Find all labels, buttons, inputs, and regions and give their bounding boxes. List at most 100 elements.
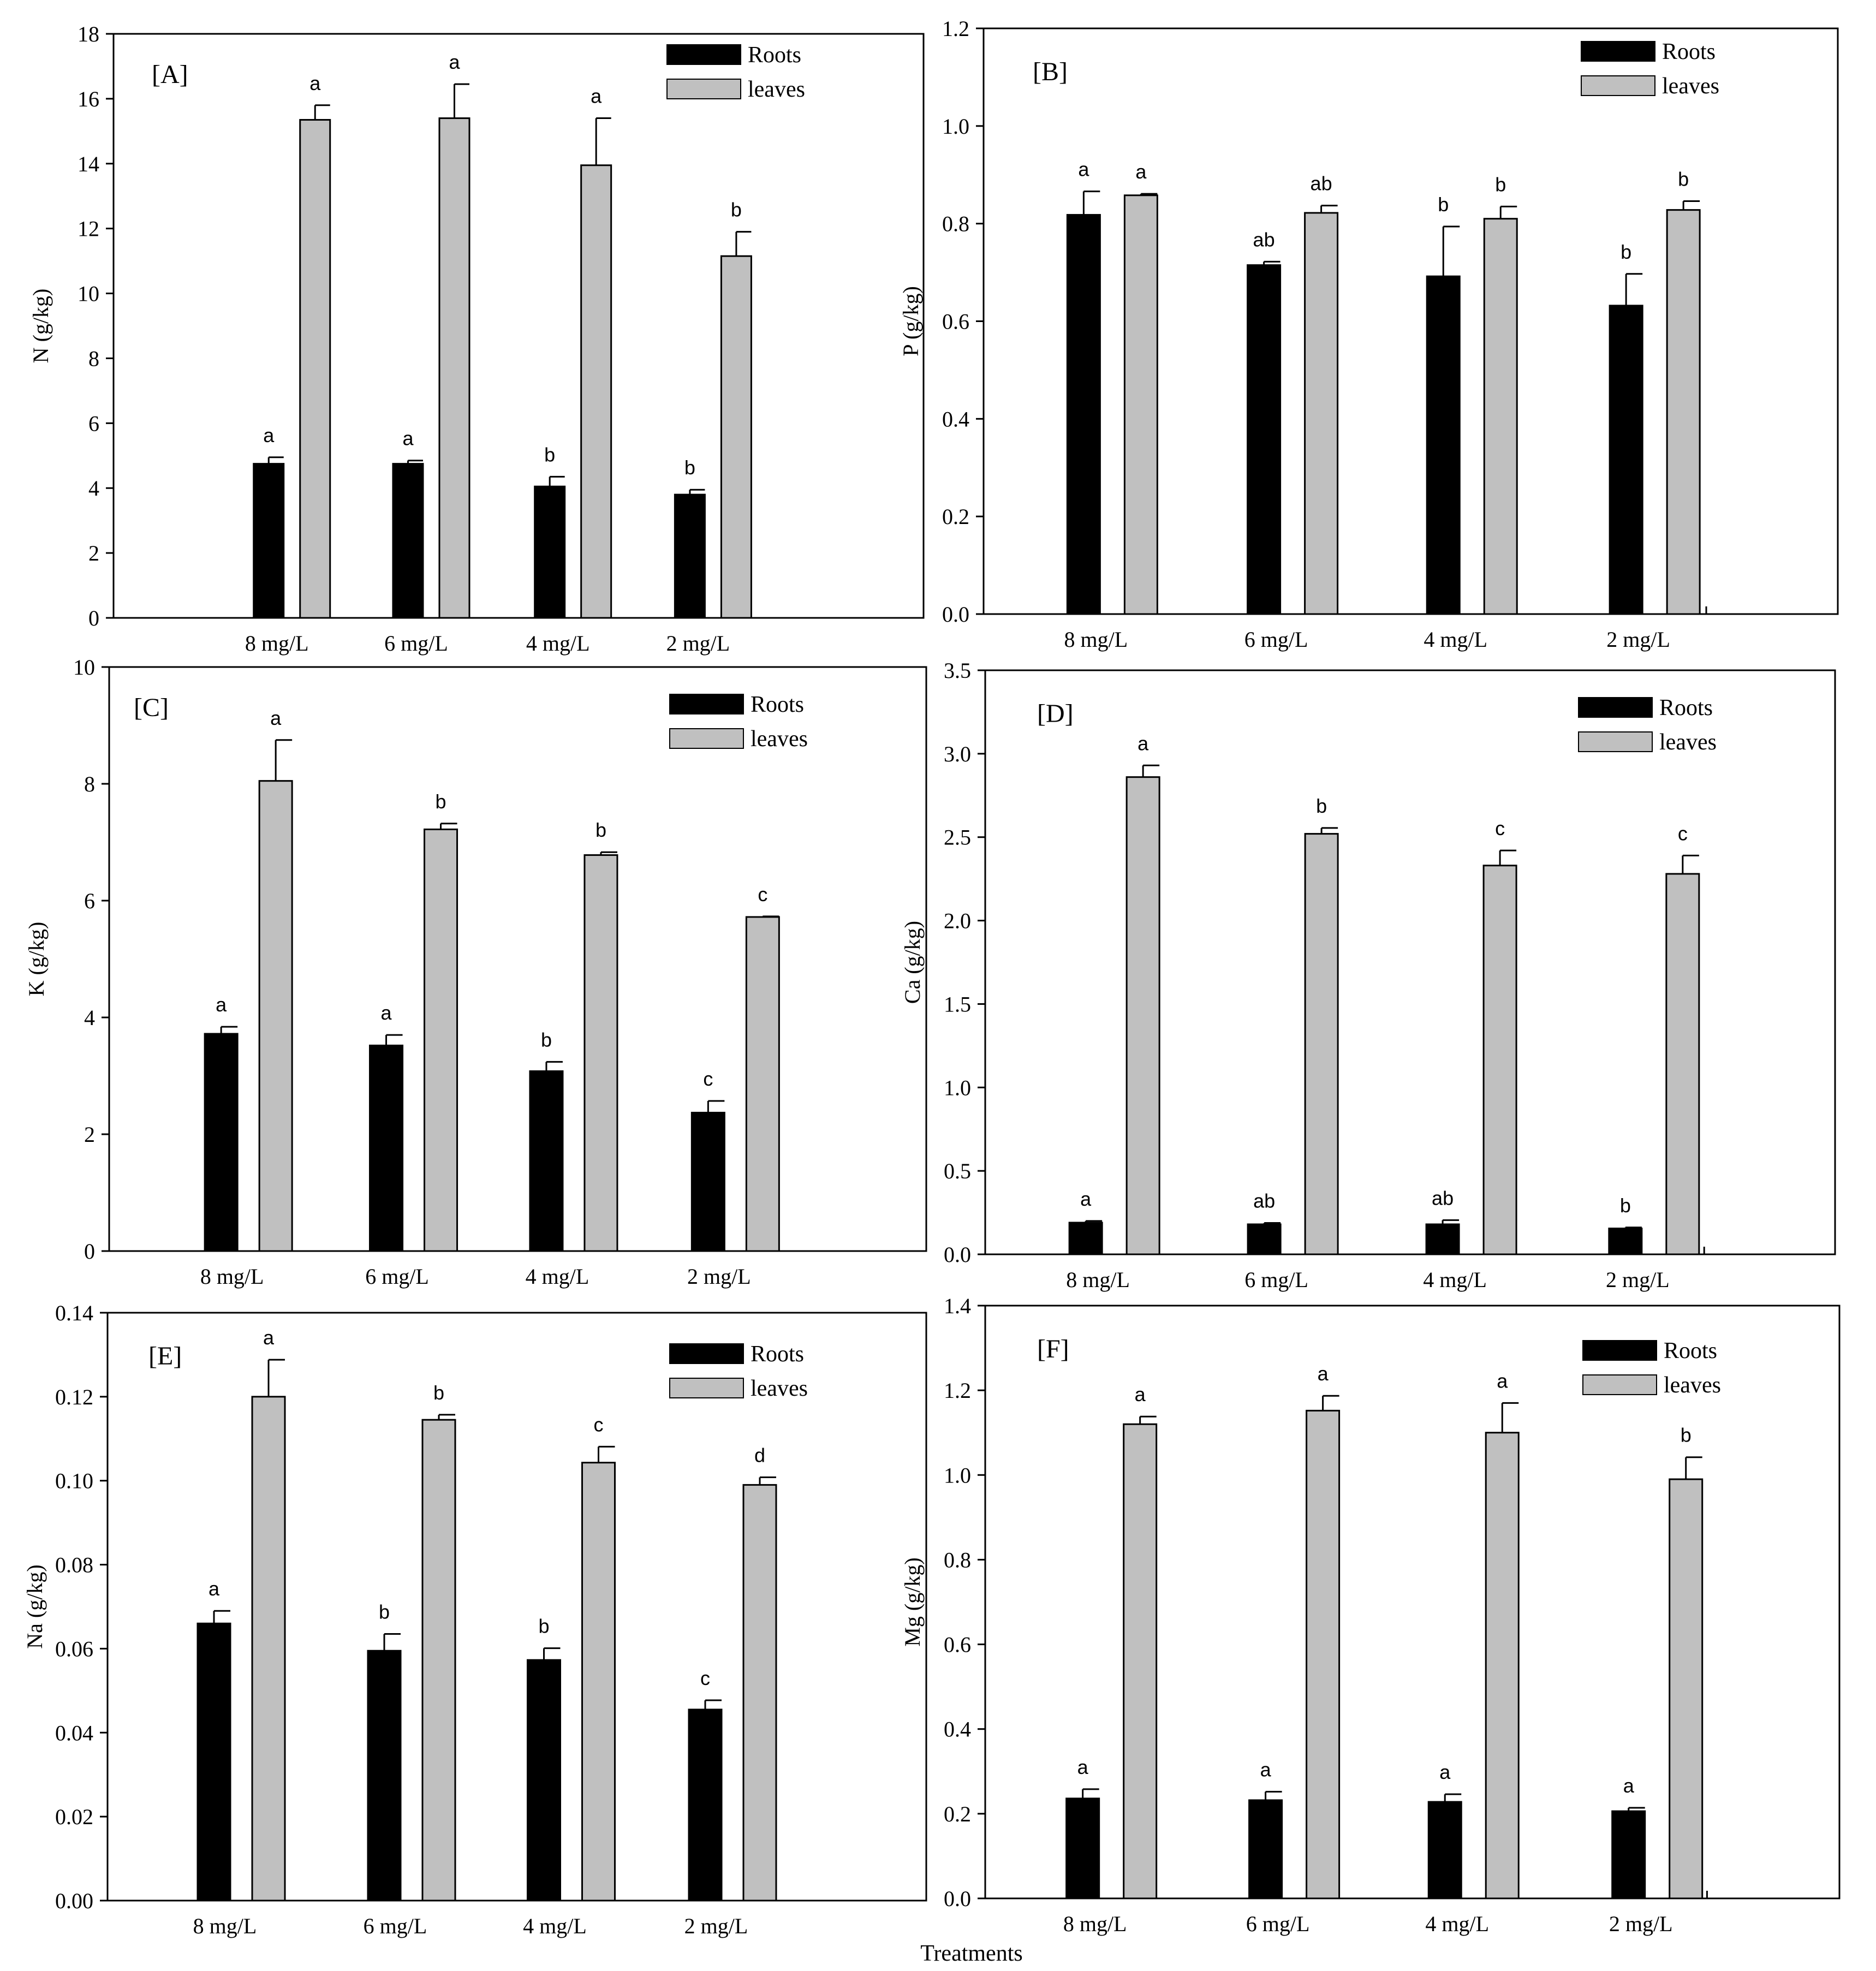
- x-axis-title-treatments: Treatments: [920, 1941, 1022, 1966]
- panel-label: [D]: [1037, 699, 1074, 728]
- bar-roots: [392, 463, 424, 619]
- significance-label: ab: [1253, 1190, 1275, 1212]
- legend-swatch-leaves: [1582, 1374, 1657, 1395]
- x-category-label: 4 mg/L: [526, 631, 590, 656]
- bar-roots: [1425, 1223, 1460, 1255]
- bar-leaves: [1123, 1423, 1158, 1899]
- bar-roots: [1248, 1799, 1283, 1899]
- x-category-label: 4 mg/L: [1423, 1267, 1487, 1292]
- bar-leaves: [1666, 209, 1701, 615]
- y-tick-label: 0.14: [55, 1301, 93, 1325]
- y-tick-label: 10: [78, 282, 99, 306]
- significance-label: b: [1621, 241, 1631, 263]
- y-tick-label: 1.5: [944, 992, 971, 1016]
- significance-label: b: [1620, 1194, 1631, 1217]
- significance-label: b: [544, 443, 555, 466]
- significance-label: b: [1495, 173, 1506, 195]
- significance-label: c: [703, 1068, 713, 1090]
- significance-label: a: [1080, 1188, 1092, 1210]
- legend-swatch-leaves: [669, 728, 744, 749]
- legend-label-leaves: leaves: [748, 77, 805, 102]
- significance-label: a: [591, 85, 602, 108]
- bar-leaves: [583, 854, 618, 1252]
- significance-label: a: [1077, 1756, 1089, 1778]
- legend-label-leaves: leaves: [1664, 1373, 1721, 1398]
- bar-leaves: [424, 828, 458, 1252]
- bar-leaves: [299, 119, 331, 619]
- y-tick-label: 0.0: [944, 1886, 971, 1911]
- y-tick-label: 0.00: [55, 1889, 93, 1913]
- legend-swatch-leaves: [666, 79, 741, 99]
- y-tick-label: 10: [73, 655, 95, 680]
- bar-roots: [196, 1622, 231, 1902]
- significance-label: b: [1438, 193, 1449, 216]
- significance-label: a: [1137, 732, 1149, 754]
- significance-label: b: [595, 819, 606, 841]
- significance-label: b: [731, 199, 742, 221]
- significance-label: c: [594, 1413, 604, 1436]
- significance-label: a: [1439, 1761, 1451, 1783]
- y-tick-label: 0.06: [55, 1636, 93, 1661]
- bar-leaves: [720, 255, 752, 619]
- significance-label: a: [1135, 160, 1147, 183]
- x-category-label: 4 mg/L: [1424, 627, 1487, 652]
- y-tick-label: 1.2: [944, 1378, 971, 1403]
- x-category-label: 2 mg/L: [1606, 1267, 1670, 1292]
- y-axis-title: N (g/kg): [28, 289, 53, 364]
- y-tick-label: 8: [84, 772, 95, 796]
- y-tick-label: 1.0: [942, 114, 969, 139]
- x-category-label: 2 mg/L: [684, 1914, 748, 1938]
- y-tick-label: 0.10: [55, 1469, 93, 1493]
- legend-label-roots: Roots: [1664, 1338, 1717, 1363]
- y-tick-label: 0.4: [944, 1717, 971, 1742]
- y-tick-label: 18: [78, 22, 99, 46]
- y-tick-label: 1.4: [944, 1294, 971, 1318]
- plot-frame: [984, 669, 1836, 1255]
- y-axis-title: Mg (g/kg): [900, 1557, 925, 1646]
- x-category-label: 8 mg/L: [1066, 1267, 1130, 1292]
- y-axis-title: Ca (g/kg): [900, 921, 925, 1004]
- bar-leaves: [1123, 194, 1158, 615]
- plot-frame: [112, 33, 925, 619]
- bar-leaves: [1125, 776, 1160, 1255]
- y-tick-label: 0.0: [942, 602, 969, 627]
- y-tick-label: 0.6: [942, 309, 969, 334]
- legend-label-leaves: leaves: [1662, 74, 1719, 99]
- y-tick-label: 12: [78, 217, 99, 241]
- y-tick-label: 2.5: [944, 825, 971, 850]
- y-tick-label: 2: [84, 1122, 95, 1147]
- y-tick-label: 2: [88, 541, 99, 565]
- y-tick-label: 1.2: [942, 16, 969, 41]
- bar-roots: [1066, 214, 1101, 615]
- y-tick-label: 0.5: [944, 1159, 971, 1183]
- panels: 0 2 4 6 8 10 12 14 16 18 N (g/kg) 8 mg/L 6 mg/L 4 mg/…: [22, 16, 1841, 1938]
- y-tick-label: 0.6: [944, 1633, 971, 1657]
- significance-label: ab: [1311, 172, 1332, 195]
- significance-label: a: [1078, 158, 1089, 181]
- panel-a: 0 2 4 6 8 10 12 14 16 18 N (g/kg) 8 mg/L 6 mg/L 4 mg/…: [28, 22, 925, 656]
- significance-label: b: [1681, 1424, 1692, 1446]
- significance-label: a: [381, 1002, 392, 1024]
- y-tick-label: 6: [84, 889, 95, 913]
- bar-roots: [253, 463, 285, 619]
- significance-label: c: [1678, 822, 1688, 844]
- x-category-label: 8 mg/L: [200, 1264, 264, 1289]
- significance-label: a: [449, 51, 460, 73]
- x-category-label: 4 mg/L: [526, 1264, 589, 1289]
- x-category-label: 2 mg/L: [687, 1264, 751, 1289]
- y-tick-label: 0.04: [55, 1720, 93, 1745]
- significance-label: a: [309, 72, 321, 94]
- bar-leaves: [742, 1484, 777, 1902]
- bar-roots: [369, 1044, 404, 1252]
- legend-label-roots: Roots: [751, 692, 804, 717]
- significance-label: d: [754, 1444, 765, 1467]
- panel-label: [E]: [148, 1342, 182, 1371]
- y-tick-label: 0.2: [942, 504, 969, 529]
- significance-label: b: [1316, 795, 1327, 817]
- significance-label: a: [1135, 1383, 1146, 1406]
- legend-label-leaves: leaves: [751, 1376, 808, 1401]
- significance-label: a: [263, 1326, 275, 1349]
- legend-label-leaves: leaves: [751, 727, 808, 752]
- panel-label: [A]: [152, 60, 188, 89]
- plot-frame: [982, 27, 1839, 615]
